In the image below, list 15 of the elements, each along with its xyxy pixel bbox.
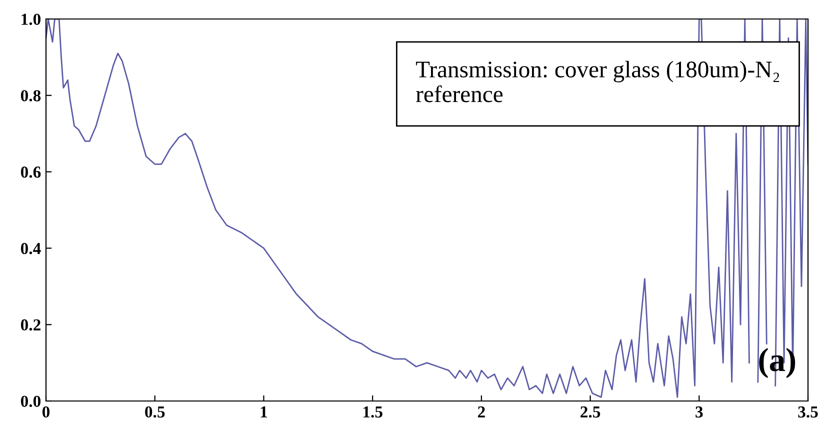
x-tick-label: 2.5 bbox=[580, 406, 600, 418]
y-tick-label: 1.0 bbox=[22, 14, 41, 26]
x-tick-label: 3.5 bbox=[798, 406, 818, 418]
x-tick-label: 0.5 bbox=[145, 406, 165, 418]
y-tick-label: 0.4 bbox=[20, 242, 41, 254]
y-tick-label: 0.8 bbox=[20, 90, 41, 102]
y-tick-label: 0.2 bbox=[20, 319, 40, 331]
annotation: Transmission: cover glass (180um)-N₂ reference bbox=[416, 60, 780, 102]
x-tick-label: 0 bbox=[42, 406, 50, 418]
y-tick-label: 0.6 bbox=[20, 166, 41, 178]
x-tick-label: 2 bbox=[478, 406, 485, 418]
x-tick-label: 1.5 bbox=[363, 406, 382, 418]
x-tick-label: 1 bbox=[260, 406, 268, 418]
y-tick-label: 0.0 bbox=[20, 396, 41, 408]
x-tick-label: 3 bbox=[696, 406, 703, 418]
